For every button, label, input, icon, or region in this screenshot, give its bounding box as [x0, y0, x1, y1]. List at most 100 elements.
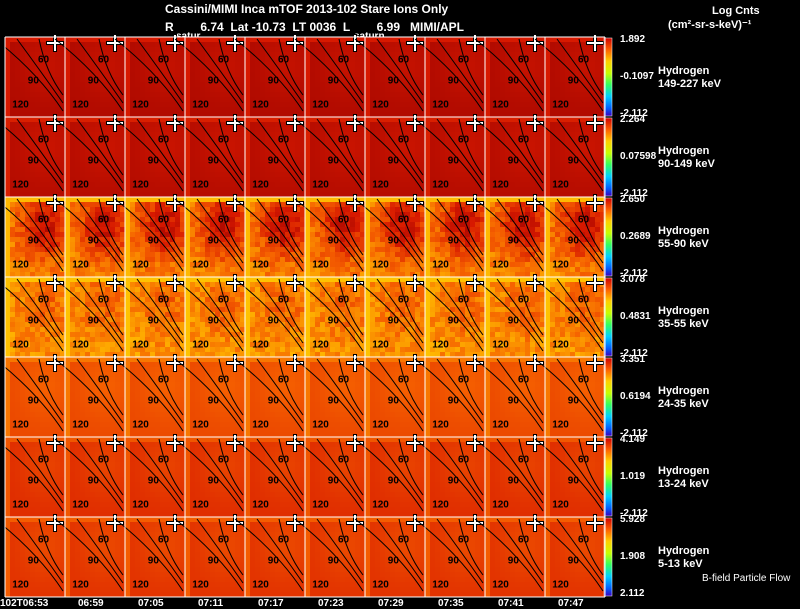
contour-label: 90	[508, 555, 520, 566]
contour-label: 120	[432, 179, 449, 190]
contour-line	[556, 358, 604, 424]
contour-label: 60	[578, 295, 590, 306]
contour-line	[338, 198, 364, 256]
contour-label: 120	[312, 499, 329, 510]
contour-line	[398, 118, 424, 176]
contour-line	[278, 118, 304, 176]
colorbar-mid: 0.6194	[620, 391, 651, 402]
colorbar-min: -2.112	[620, 348, 648, 359]
contour-line	[534, 278, 604, 352]
contour-label: 60	[398, 455, 410, 466]
contour-line	[54, 198, 124, 272]
row-species-label: Hydrogen	[658, 305, 710, 317]
contour-line	[496, 198, 544, 264]
contour-line	[534, 358, 604, 432]
contour-label: 90	[448, 155, 460, 166]
image-tile: 60 90 120	[474, 114, 545, 197]
units-label: (cm²-sr-s-keV)⁻¹	[668, 19, 752, 31]
contour-line	[54, 118, 124, 192]
contour-label: 90	[448, 555, 460, 566]
contour-label: 120	[492, 259, 509, 270]
contour-label: 90	[268, 555, 280, 566]
image-tile: 60 90 120	[354, 194, 425, 277]
contour-line	[0, 42, 64, 112]
row-energy-label: 55-90 keV	[658, 238, 709, 250]
contour-label: 60	[338, 375, 350, 386]
contour-label: 90	[208, 235, 220, 246]
contour-line	[338, 38, 364, 96]
image-tile: 60 90 120	[534, 194, 605, 277]
contour-line	[474, 38, 544, 112]
contour-line	[158, 38, 184, 96]
contour-label: 60	[278, 455, 290, 466]
contour-label: 90	[208, 155, 220, 166]
contour-label: 60	[218, 535, 230, 546]
contour-line	[54, 518, 124, 592]
contour-line	[16, 518, 64, 584]
contour-label: 60	[278, 535, 290, 546]
contour-label: 90	[28, 475, 40, 486]
image-tile: 60 90 120	[174, 274, 245, 357]
row-species-label: Hydrogen	[658, 545, 710, 557]
contour-line	[38, 38, 64, 96]
image-tile: 60 90 120	[234, 514, 305, 597]
contour-line	[174, 118, 244, 192]
contour-line	[158, 358, 184, 416]
contour-line	[256, 118, 304, 184]
image-tile: 60 90 120	[294, 354, 365, 437]
contour-label: 90	[388, 155, 400, 166]
contour-label: 120	[372, 579, 389, 590]
contour-label: 90	[568, 155, 580, 166]
contour-label: 90	[88, 555, 100, 566]
image-tile: 60 90 120	[294, 194, 365, 277]
contour-line	[376, 438, 424, 504]
contour-line	[436, 358, 484, 424]
contour-line	[38, 438, 64, 496]
contour-label: 90	[88, 315, 100, 326]
colorbar-mid: -0.1097	[620, 71, 654, 82]
contour-label: 120	[132, 179, 149, 190]
contour-line	[256, 518, 304, 584]
contour-line	[354, 198, 424, 272]
contour-label: 120	[312, 179, 329, 190]
contour-label: 90	[208, 75, 220, 86]
contour-label: 90	[448, 315, 460, 326]
contour-line	[316, 438, 364, 504]
colorbar-mid: 1.908	[620, 551, 646, 562]
image-tile: 60 90 120	[534, 514, 605, 597]
contour-label: 120	[132, 499, 149, 510]
contour-line	[474, 118, 544, 192]
contour-line	[76, 438, 124, 504]
contour-line	[436, 518, 484, 584]
contour-line	[174, 518, 244, 592]
contour-label: 90	[88, 475, 100, 486]
contour-label: 60	[98, 455, 110, 466]
contour-line	[398, 438, 424, 496]
contour-label: 120	[72, 339, 89, 350]
colorbar-min: -2.112	[620, 188, 648, 199]
contour-line	[234, 198, 304, 272]
image-tile: 60 90 120	[474, 34, 545, 117]
colorbar-max: 3.351	[620, 354, 646, 365]
contour-label: 120	[492, 99, 509, 110]
contour-label: 60	[278, 295, 290, 306]
image-tile: 60 90 120	[234, 114, 305, 197]
contour-line	[398, 38, 424, 96]
row-species-label: Hydrogen	[658, 225, 710, 237]
contour-label: 60	[338, 135, 350, 146]
contour-label: 120	[192, 579, 209, 590]
contour-line	[256, 358, 304, 424]
time-label: 07:11	[198, 598, 224, 609]
bfield-particle-flow-label: B-field Particle Flow	[702, 573, 791, 584]
image-tile: 60 90 120	[114, 434, 185, 517]
contour-line	[376, 358, 424, 424]
colorbar-max: 4.149	[620, 434, 646, 445]
contour-label: 90	[268, 315, 280, 326]
colorbar	[603, 437, 613, 517]
contour-label: 90	[568, 315, 580, 326]
contour-line	[414, 438, 484, 512]
contour-line	[234, 278, 304, 352]
image-tile: 60 90 120	[174, 34, 245, 117]
contour-label: 90	[28, 395, 40, 406]
